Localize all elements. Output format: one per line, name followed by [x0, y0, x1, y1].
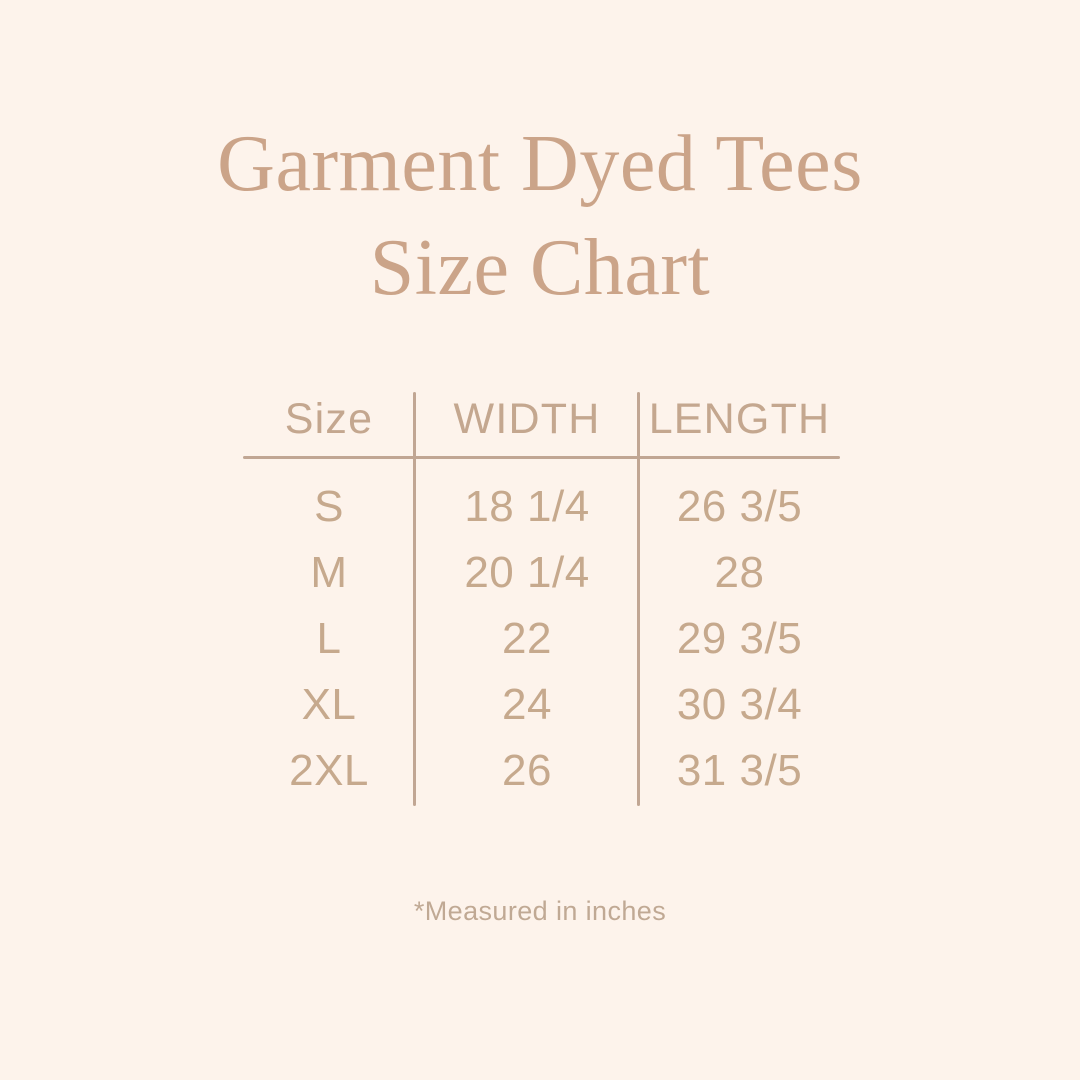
size-chart-table: Size WIDTH LENGTH S 18 1/4 — [243, 386, 840, 810]
cell-width: 22 — [415, 614, 639, 664]
value-width: 24 — [502, 680, 552, 729]
title-line-2: Size Chart — [369, 224, 711, 312]
cell-length: 29 3/5 — [639, 614, 840, 664]
table-row: M 20 1/4 28 — [243, 540, 840, 606]
column-divider-2 — [637, 392, 640, 806]
value-size: XL — [301, 680, 357, 729]
header-label-length: LENGTH — [648, 394, 831, 443]
value-size: S — [314, 482, 344, 531]
cell-width: 24 — [415, 680, 639, 730]
table-body: S 18 1/4 26 3/5 M 20 1/4 — [243, 474, 840, 804]
value-length: 31 3/5 — [676, 746, 803, 795]
table-row: S 18 1/4 26 3/5 — [243, 474, 840, 540]
table-row: XL 24 30 3/4 — [243, 672, 840, 738]
value-length: 28 — [714, 548, 765, 597]
header-divider — [243, 456, 840, 459]
cell-size: 2XL — [243, 746, 415, 796]
cell-size: L — [243, 614, 415, 664]
value-width: 22 — [502, 614, 552, 663]
measurement-note: *Measured in inches — [413, 896, 667, 926]
cell-length: 28 — [639, 548, 840, 598]
table-row: 2XL 26 31 3/5 — [243, 738, 840, 804]
cell-length: 26 3/5 — [639, 482, 840, 532]
value-width: 26 — [502, 746, 552, 795]
value-width: 20 1/4 — [464, 548, 590, 597]
page-title: Garment Dyed Tees Size Chart — [0, 112, 1080, 320]
value-width: 18 1/4 — [464, 482, 590, 531]
value-size: M — [310, 548, 348, 597]
cell-width: 18 1/4 — [415, 482, 639, 532]
cell-size: S — [243, 482, 415, 532]
cell-width: 20 1/4 — [415, 548, 639, 598]
cell-length: 31 3/5 — [639, 746, 840, 796]
value-length: 30 3/4 — [676, 680, 803, 729]
cell-length: 30 3/4 — [639, 680, 840, 730]
value-length: 26 3/5 — [676, 482, 803, 531]
table-grid: Size WIDTH LENGTH S 18 1/4 — [243, 386, 840, 810]
table-header-cell-width: WIDTH — [415, 395, 639, 444]
cell-width: 26 — [415, 746, 639, 796]
table-header-cell-size: Size — [243, 395, 415, 444]
value-length: 29 3/5 — [676, 614, 803, 663]
header-label-width: WIDTH — [453, 394, 601, 443]
cell-size: XL — [243, 680, 415, 730]
table-header-row: Size WIDTH LENGTH — [243, 386, 840, 452]
table-row: L 22 29 3/5 — [243, 606, 840, 672]
value-size: L — [316, 614, 342, 663]
column-divider-1 — [413, 392, 416, 806]
table-header-cell-length: LENGTH — [639, 395, 840, 444]
value-size: 2XL — [289, 746, 369, 795]
title-line-1: Garment Dyed Tees — [217, 120, 863, 208]
cell-size: M — [243, 548, 415, 598]
header-label-size: Size — [284, 394, 374, 443]
